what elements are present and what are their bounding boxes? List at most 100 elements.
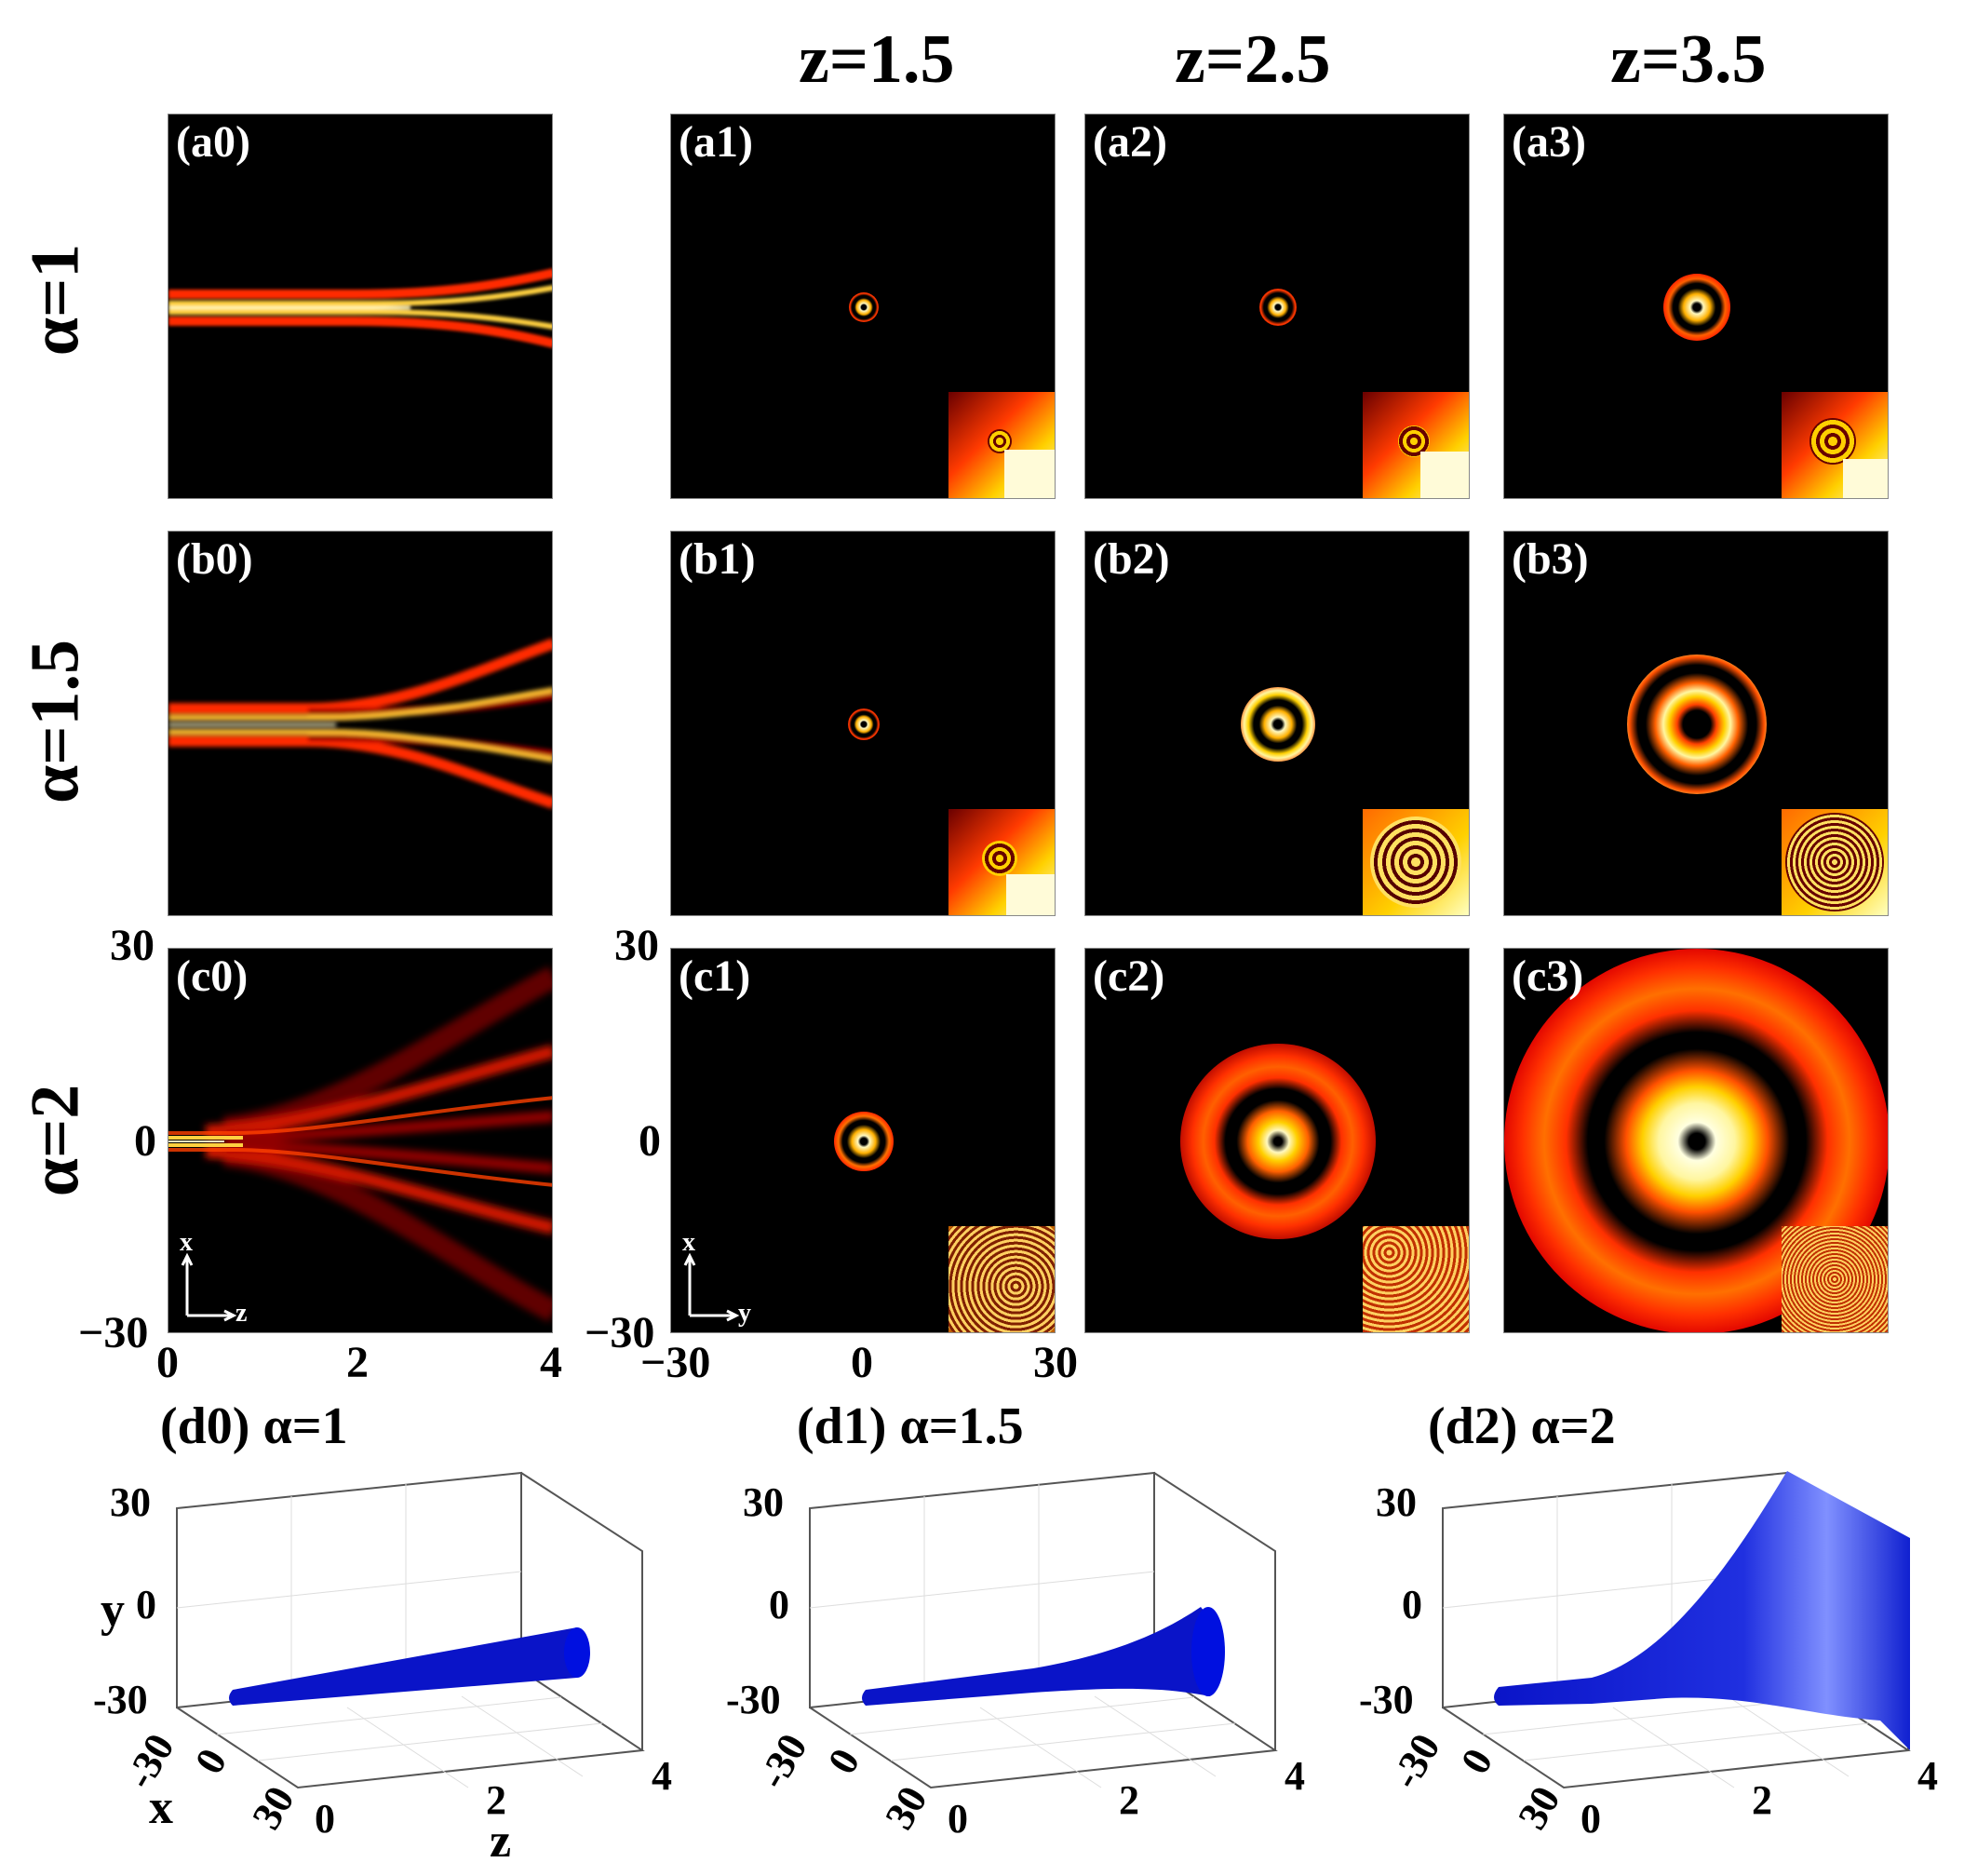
phase-inset-b2 [1363,809,1469,915]
panel-b0: (b0) [168,531,553,916]
spiral-icon [1370,817,1461,908]
beam-tube-d0 [229,1627,589,1706]
tick3d-d0-z-0: 0 [315,1796,335,1842]
tick-c0-y-top: 30 [110,921,155,970]
vortex-ring-b2 [1241,687,1315,762]
vortex-ring-c1 [834,1112,894,1171]
tick3d-d2-z-0: 0 [1581,1796,1601,1842]
phase-cut [1004,450,1055,498]
tick-c0-x-4: 4 [540,1338,562,1387]
tick3d-d2-z-2: 2 [1752,1777,1772,1823]
vortex-ring-a1 [849,292,879,322]
panel-label-c1: (c1) [679,951,751,1001]
row-header-alpha2: α=2 [17,1084,94,1197]
plot3d-d2 [1442,1471,1911,1789]
axis-arrows-c1 [683,1252,740,1322]
tick3d-d1-y-top: 30 [743,1479,784,1525]
phase-inset-a1 [948,392,1055,498]
tick3d-d2-y-mid: 0 [1402,1582,1422,1627]
panel-label-c3: (c3) [1512,951,1584,1001]
phase-inset-c1 [948,1226,1055,1332]
tick3d-d0-z-2: 2 [486,1777,506,1823]
tick3d-d2-y-bot: -30 [1359,1677,1414,1722]
spiral-icon [1785,813,1884,911]
panel-a0: (a0) [168,114,553,499]
tick3d-d0-y-bot: -30 [93,1677,148,1722]
vortex-ring-a2 [1259,289,1297,326]
axis-name-x-c0: x [180,1228,193,1257]
panel-b2: (b2) [1084,531,1470,916]
panel-label-a0: (a0) [176,117,250,167]
phase-inset-c2 [1363,1226,1469,1332]
phase-inset-b3 [1782,809,1888,915]
tick-c0-y-bot: −30 [78,1308,149,1357]
panel-c0: (c0) x z [168,948,553,1333]
tick3d-d1-z-2: 2 [1119,1777,1139,1823]
column-header-z2: z=2.5 [1175,21,1331,98]
tick3d-d1-z-4: 4 [1285,1753,1305,1799]
panel-label-a2: (a2) [1093,117,1167,167]
propagation-plot-c0 [168,966,552,1322]
tick3d-d2-z-4: 4 [1917,1753,1938,1799]
panel-label-a1: (a1) [679,117,753,167]
tick3d-d2-y-top: 30 [1376,1479,1417,1525]
tick-c1-x-neg: −30 [640,1338,711,1387]
phase-cut [1420,452,1469,498]
plot3d-title-d2: (d2) α=2 [1428,1397,1616,1455]
column-header-z1: z=1.5 [799,21,955,98]
panel-a1: (a1) [670,114,1056,499]
axis3d-name-z-d0: z [490,1815,512,1868]
panel-label-b1: (b1) [679,534,756,584]
axis-name-z-c0: z [235,1299,248,1328]
tick-c0-x-2: 2 [346,1338,369,1387]
panel-label-b3: (b3) [1512,534,1589,584]
spiral-icon [988,429,1012,453]
tick3d-d0-y-mid: 0 [136,1582,156,1627]
vortex-ring-b3 [1627,655,1767,794]
panel-label-a3: (a3) [1512,117,1586,167]
tick3d-d0-z-4: 4 [652,1753,672,1799]
beam-tube-d2 [1494,1471,1910,1750]
propagation-plot-b0 [168,638,552,809]
tick-c0-y-mid: 0 [134,1116,156,1166]
axis-name-y-c1: y [738,1299,751,1328]
axis-arrows-c0 [181,1252,237,1322]
tick3d-d1-z-0: 0 [948,1796,968,1842]
row-header-alpha1: α=1 [17,243,94,357]
tick3d-d1-y-bot: -30 [726,1677,781,1722]
panel-label-c0: (c0) [176,951,249,1001]
tick-c1-y-top: 30 [614,921,659,970]
phase-inset-c3 [1782,1226,1888,1332]
tick-c1-x-pos: 30 [1033,1338,1078,1387]
vortex-ring-b1 [848,709,880,740]
axis3d-name-y-d0: y [101,1584,125,1637]
beam-tube-d1 [862,1607,1223,1706]
tick-c1-y-mid: 0 [639,1116,661,1166]
spiral-icon [982,841,1017,876]
phase-inset-b1 [948,809,1055,915]
phase-cut [1006,874,1055,915]
panel-c1: (c1) x y [670,948,1056,1333]
plot3d-d1 [809,1471,1278,1789]
row-header-alpha15: α=1.5 [17,640,94,803]
axis3d-name-x-d0: x [149,1781,173,1834]
tick-c1-y-bot: −30 [585,1308,655,1357]
panel-c3: (c3) [1503,948,1889,1333]
panel-b1: (b1) [670,531,1056,916]
tick-c1-x-0: 0 [851,1338,873,1387]
panel-a2: (a2) [1084,114,1470,499]
panel-b3: (b3) [1503,531,1889,916]
phase-inset-a2 [1363,392,1469,498]
spiral-icon [1809,418,1856,465]
panel-c2: (c2) [1084,948,1470,1333]
plot3d-d0 [176,1471,645,1789]
plot3d-title-d0: (d0) α=1 [160,1397,348,1455]
phase-cut [1843,459,1888,498]
tick3d-d0-y-top: 30 [110,1479,151,1525]
propagation-plot-a0 [168,268,552,348]
tick-c0-x-0: 0 [156,1338,179,1387]
axis-name-x-c1: x [682,1228,695,1257]
plot3d-title-d1: (d1) α=1.5 [797,1397,1024,1455]
column-header-z3: z=3.5 [1610,21,1767,98]
panel-label-b0: (b0) [176,534,253,584]
